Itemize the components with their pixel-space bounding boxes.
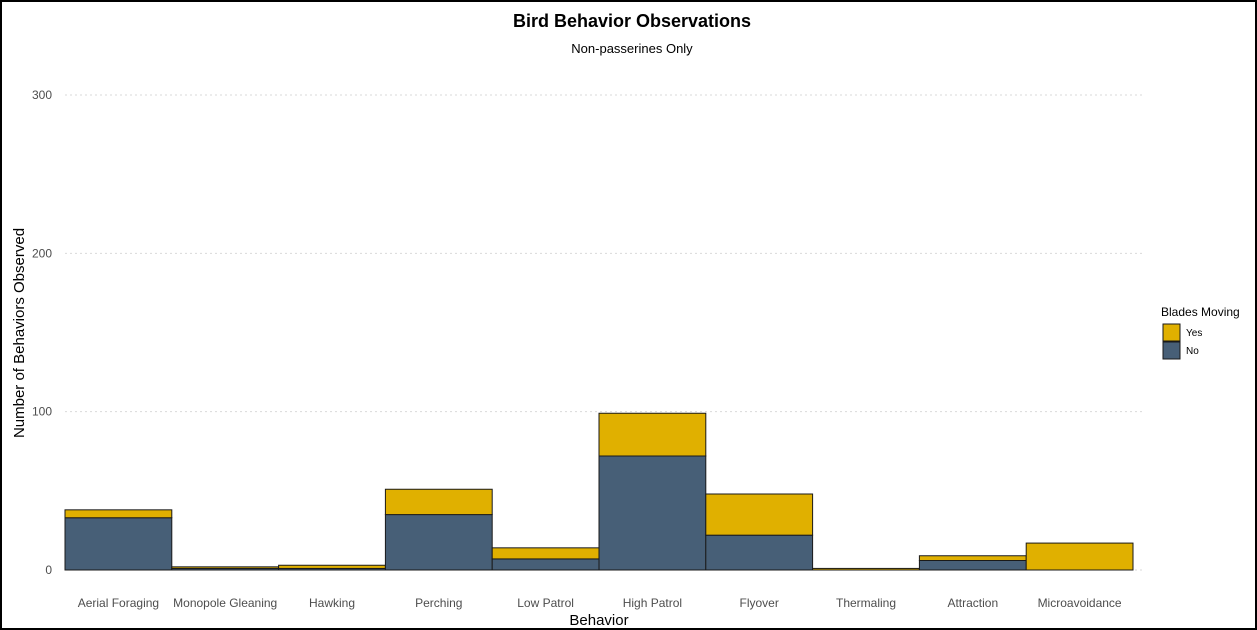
x-tick-label: High Patrol — [623, 596, 682, 610]
bar-segment-yes — [705, 493, 814, 536]
bars — [64, 412, 1134, 571]
chart-title: Bird Behavior Observations — [513, 11, 751, 31]
legend-title: Blades Moving — [1161, 305, 1240, 319]
bar-segment-yes — [384, 488, 493, 516]
x-tick-label: Aerial Foraging — [78, 596, 159, 610]
bar-segment-yes — [598, 412, 707, 457]
bar-segment-yes — [491, 547, 600, 560]
bar-segment-yes — [918, 555, 1027, 561]
x-tick-label: Flyover — [740, 596, 779, 610]
chart-subtitle: Non-passerines Only — [571, 41, 693, 56]
bar-segment-no — [64, 517, 173, 571]
legend-swatch-yes — [1162, 323, 1181, 342]
bar-segment-no — [491, 558, 600, 571]
bar-segment-yes — [1025, 542, 1134, 571]
x-tick-label: Thermaling — [836, 596, 896, 610]
x-tick-label: Low Patrol — [517, 596, 574, 610]
bar-segment-no — [384, 514, 493, 571]
legend: Blades Moving Yes No — [1161, 305, 1240, 360]
x-tick-label: Monopole Gleaning — [173, 596, 277, 610]
bar-segment-no — [598, 455, 707, 571]
bar-segment-yes — [278, 564, 386, 569]
x-tick-label: Attraction — [947, 596, 998, 610]
x-axis-ticks: Aerial Foraging Monopole Gleaning Hawking P… — [78, 596, 1122, 610]
y-tick-label: 300 — [32, 88, 52, 102]
y-tick-label: 0 — [45, 563, 52, 577]
x-tick-label: Perching — [415, 596, 462, 610]
y-axis-ticks: 0 100 200 300 — [32, 88, 52, 577]
legend-swatch-no — [1162, 341, 1181, 360]
y-tick-label: 200 — [32, 246, 52, 260]
legend-label-yes: Yes — [1186, 328, 1202, 339]
bar-segment-no — [705, 534, 814, 571]
x-tick-label: Hawking — [309, 596, 355, 610]
legend-label-no: No — [1186, 346, 1199, 357]
y-tick-label: 100 — [32, 405, 52, 419]
bar-segment-yes — [64, 509, 173, 519]
x-axis-title: Behavior — [569, 612, 628, 629]
x-tick-label: Microavoidance — [1038, 596, 1122, 610]
bar-segment-no — [918, 560, 1027, 571]
y-axis-title: Number of Behaviors Observed — [11, 228, 28, 438]
bar-segment-yes — [171, 566, 280, 569]
bar-segment-yes — [812, 567, 920, 571]
